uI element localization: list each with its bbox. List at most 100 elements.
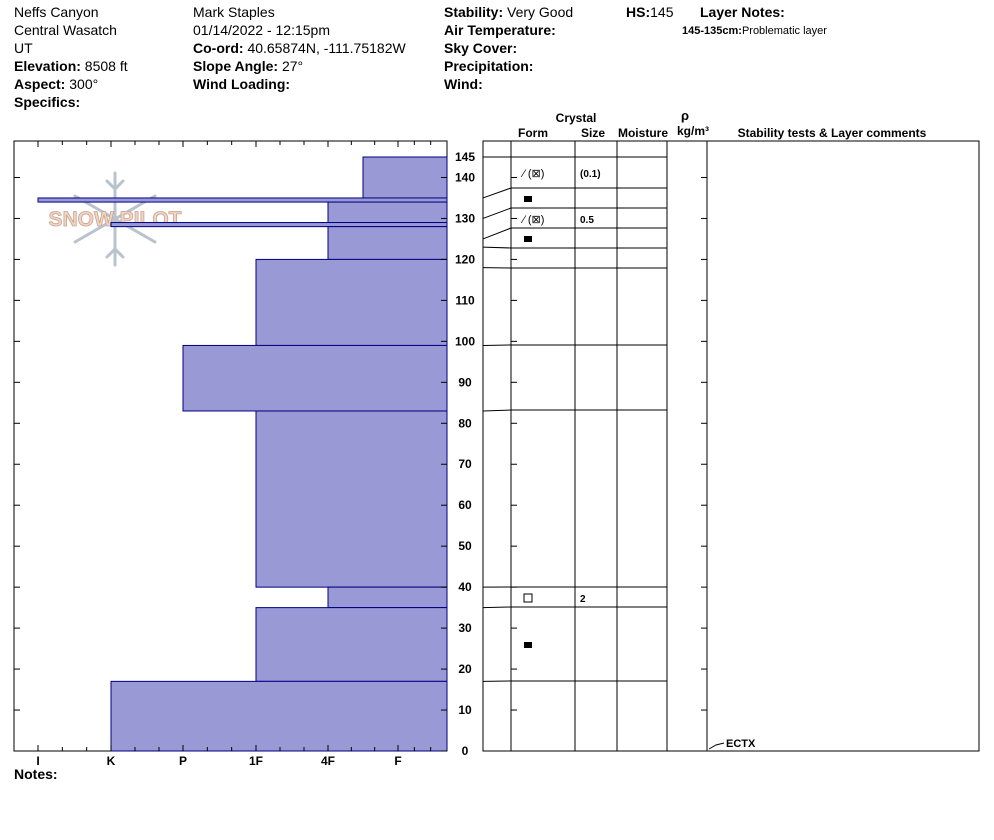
crystal-cells: ⁄ (⊠) (0.1) ⁄ (⊠) 0.5 2 — [520, 168, 601, 648]
depth-label-50: 50 — [458, 539, 472, 553]
layer-notes-label: Layer Notes: — [700, 4, 785, 20]
range: Central Wasatch — [14, 22, 117, 38]
layer-connector-125 — [482, 227, 512, 240]
hardness-label-P: P — [179, 754, 187, 768]
form-faceted-icon — [523, 593, 533, 603]
density-unit-header: kg/m³ — [677, 124, 709, 138]
hardness-label-F: F — [394, 754, 401, 768]
slope-row: Slope Angle: 27° — [193, 57, 303, 75]
elevation-value: 8508 ft — [84, 58, 128, 74]
layer-note-range: 145-135cm: — [682, 25, 742, 37]
observer: Mark Staples — [193, 4, 275, 20]
coord-value: 40.65874N, -111.75182W — [247, 40, 406, 56]
air-temp-label: Air Temperature: — [444, 22, 556, 38]
hardness-layer-0 — [362, 156, 448, 199]
hardness-layer-2 — [327, 201, 448, 224]
hardness-layer-6 — [182, 344, 448, 412]
layer-note-text: Problematic layer — [741, 25, 827, 37]
hardness-layer-4 — [327, 226, 448, 260]
layer-connector-83 — [482, 409, 512, 412]
form-precipitation-particles-icon: ⁄ (⊠) — [520, 168, 544, 180]
crystal-size: (0.1) — [580, 169, 601, 180]
layer-connector-35 — [482, 606, 512, 609]
notes-label: Notes: — [14, 766, 58, 782]
depth-label-40: 40 — [458, 580, 472, 594]
slope-label: Slope Angle: — [193, 58, 279, 74]
depth-label-20: 20 — [458, 662, 472, 676]
form-rounded-grain-icon — [524, 236, 532, 242]
location: Neffs Canyon — [14, 4, 99, 20]
hardness-layer-10 — [110, 680, 448, 752]
depth-label-0: 0 — [462, 744, 469, 758]
stability-tests: ECTX — [708, 738, 756, 750]
layer-connector-135 — [482, 187, 512, 199]
datetime: 01/14/2022 - 12:15pm — [193, 22, 330, 38]
hardness-axis: I K P 1F 4F F — [36, 141, 432, 768]
slope-value: 27° — [281, 58, 304, 74]
layer-rows — [482, 156, 667, 682]
elevation-label: Elevation: — [14, 58, 81, 74]
hardness-layer-9 — [255, 607, 448, 682]
crystal-header: Crystal — [556, 111, 597, 125]
hardness-layer-8 — [327, 586, 448, 609]
form-rounded-grain-icon — [524, 196, 532, 202]
crystal-size: 2 — [580, 594, 586, 605]
snowpilot-logo-text: SNOW PILOT — [49, 208, 182, 231]
layer-connector-130 — [482, 207, 512, 219]
hardness-label-4F: 4F — [321, 754, 335, 768]
hardness-layer-7 — [255, 410, 448, 588]
hs-label: HS: — [626, 4, 651, 20]
elevation-row: Elevation: 8508 ft — [14, 57, 128, 75]
hardness-label-K: K — [107, 754, 116, 768]
depth-label-10: 10 — [458, 703, 472, 717]
rho-header: ρ — [681, 108, 689, 123]
depth-label-140: 140 — [455, 170, 475, 184]
layer-note-row: 145-135cm:Problematic layer — [682, 22, 827, 40]
stability-value: Very Good — [507, 4, 574, 20]
form-precipitation-particles-icon: ⁄ (⊠) — [520, 214, 544, 226]
state: UT — [14, 40, 33, 56]
stability-test-label: ECTX — [726, 738, 756, 750]
aspect-label: Aspect: — [14, 76, 66, 92]
stability-label: Stability: — [444, 4, 504, 20]
hardness-label-1F: 1F — [249, 754, 263, 768]
hs-value: 145 — [650, 4, 674, 20]
stability-comments-header: Stability tests & Layer comments — [738, 126, 927, 140]
depth-label-80: 80 — [458, 416, 472, 430]
crystal-size: 0.5 — [580, 215, 594, 226]
sky-cover-label: Sky Cover: — [444, 40, 518, 56]
specifics-label: Specifics: — [14, 94, 81, 110]
layer-table-frame — [482, 140, 980, 752]
layer-connector-123 — [482, 246, 512, 249]
form-header: Form — [518, 126, 548, 140]
depth-label-30: 30 — [458, 621, 472, 635]
form-rounded-grain-icon — [524, 642, 532, 648]
depth-axis: 0 10 20 30 40 50 60 70 80 90 100 110 120 130 140 145 — [14, 150, 707, 758]
hardness-layer-5 — [255, 258, 448, 346]
precipitation-label: Precipitation: — [444, 58, 534, 74]
depth-label-110: 110 — [455, 293, 475, 307]
depth-label-70: 70 — [458, 457, 472, 471]
hardness-profile — [37, 156, 448, 752]
hardness-layer-1 — [37, 197, 448, 203]
coord-row: Co-ord: 40.65874N, -111.75182W — [193, 39, 406, 57]
stability-row: Stability: Very Good — [444, 3, 573, 21]
depth-label-90: 90 — [458, 375, 472, 389]
hardness-layer-3 — [110, 222, 448, 228]
aspect-row: Aspect: 300° — [14, 75, 98, 93]
aspect-value: 300° — [69, 76, 99, 92]
depth-label-130: 130 — [455, 211, 475, 225]
depth-label-100: 100 — [455, 334, 475, 348]
stability-test-pointer — [708, 742, 725, 750]
depth-label-145: 145 — [455, 150, 475, 164]
depth-label-120: 120 — [455, 252, 475, 266]
snowpilot-logo: SNOW PILOT — [48, 171, 182, 267]
moisture-header: Moisture — [618, 126, 668, 140]
hardness-label-I: I — [36, 754, 39, 768]
depth-label-60: 60 — [458, 498, 472, 512]
hs-row: HS:145 — [626, 3, 673, 21]
wind-label: Wind: — [444, 76, 483, 92]
coord-label: Co-ord: — [193, 40, 244, 56]
wind-loading-label: Wind Loading: — [193, 76, 291, 92]
